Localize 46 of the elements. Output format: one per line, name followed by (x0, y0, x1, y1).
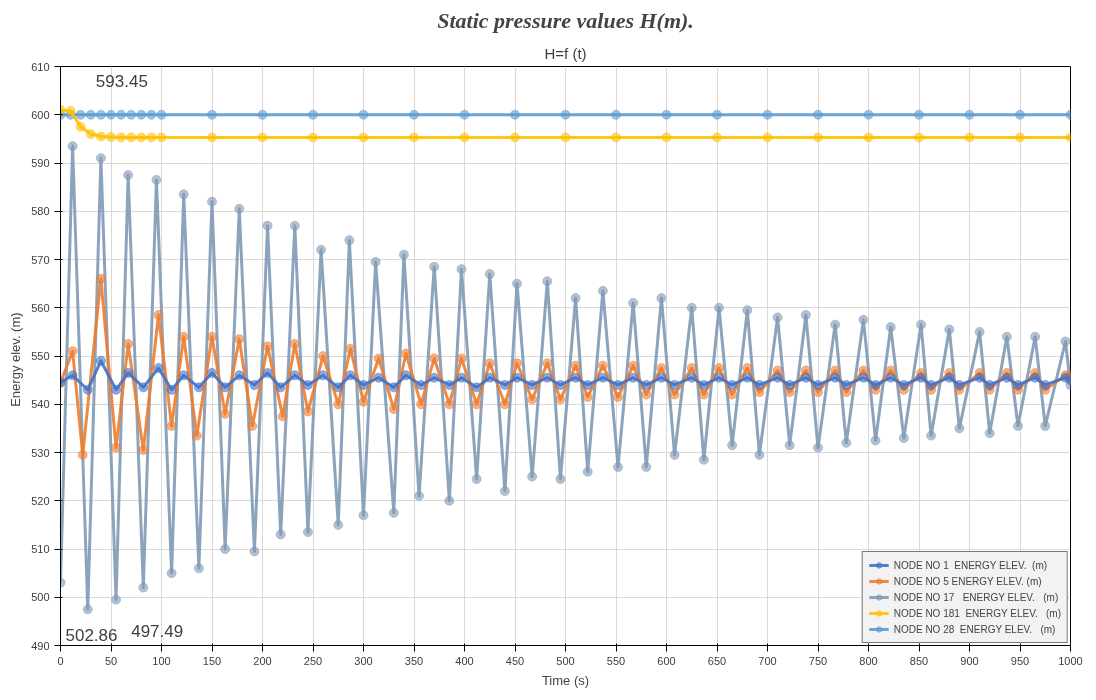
y-tick-label: 550 (31, 350, 50, 362)
y-tick-label: 490 (31, 639, 50, 652)
annotation: 593.45 (95, 72, 148, 92)
x-tick-label: 650 (707, 654, 727, 667)
y-tick-label: 540 (31, 398, 50, 411)
y-tick-label: 500 (31, 591, 50, 604)
y-tick-label: 510 (31, 543, 50, 555)
x-tick-label: 750 (808, 654, 828, 667)
chart-subtitle: H=f (t) (544, 44, 587, 62)
x-tick-label: 200 (253, 654, 272, 667)
x-tick-label: 400 (455, 654, 474, 667)
x-tick-label: 150 (202, 654, 222, 667)
x-tick-label: 500 (556, 654, 575, 667)
y-tick-label: 520 (31, 494, 50, 507)
y-tick-label: 570 (31, 253, 50, 266)
y-axis-title: Energy elev. (m) (8, 312, 24, 407)
x-tick-label: 300 (354, 654, 373, 667)
y-tick-label: 600 (31, 108, 50, 121)
legend-label: NODE NO 5 ENERGY ELEV. (m) (893, 574, 1042, 588)
x-tick-label: 1000 (1058, 654, 1083, 667)
x-tick-label: 800 (859, 654, 878, 667)
legend-label: NODE NO 17 ENERGY ELEV. (m) (893, 590, 1059, 604)
x-tick-label: 550 (606, 654, 626, 667)
y-tick-label: 560 (31, 301, 50, 314)
x-tick-label: 350 (404, 654, 424, 667)
annotation: 497.49 (131, 621, 184, 641)
x-tick-label: 250 (303, 654, 323, 667)
annotation: 502.86 (65, 625, 118, 645)
legend-label: NODE NO 28 ENERGY ELEV. (m) (893, 622, 1056, 636)
x-tick-label: 0 (57, 654, 64, 667)
x-tick-label: 600 (657, 654, 676, 667)
x-tick-label: 900 (960, 654, 979, 667)
x-tick-label: 850 (909, 654, 929, 667)
x-tick-label: 950 (1010, 654, 1030, 667)
legend-label: NODE NO 1 ENERGY ELEV. (m) (893, 558, 1048, 572)
x-tick-label: 450 (505, 654, 525, 667)
y-tick-label: 590 (31, 157, 50, 169)
legend-label: NODE NO 181 ENERGY ELEV. (m) (893, 606, 1061, 620)
y-tick-label: 610 (31, 60, 50, 73)
x-tick-label: 50 (104, 654, 118, 667)
y-tick-label: 580 (31, 205, 50, 218)
chart-title: Static pressure values H(m). (437, 7, 694, 33)
y-tick-label: 530 (31, 446, 50, 459)
x-axis-title: Time (s) (541, 672, 590, 688)
x-tick-label: 700 (758, 654, 777, 667)
x-tick-label: 100 (152, 654, 171, 667)
